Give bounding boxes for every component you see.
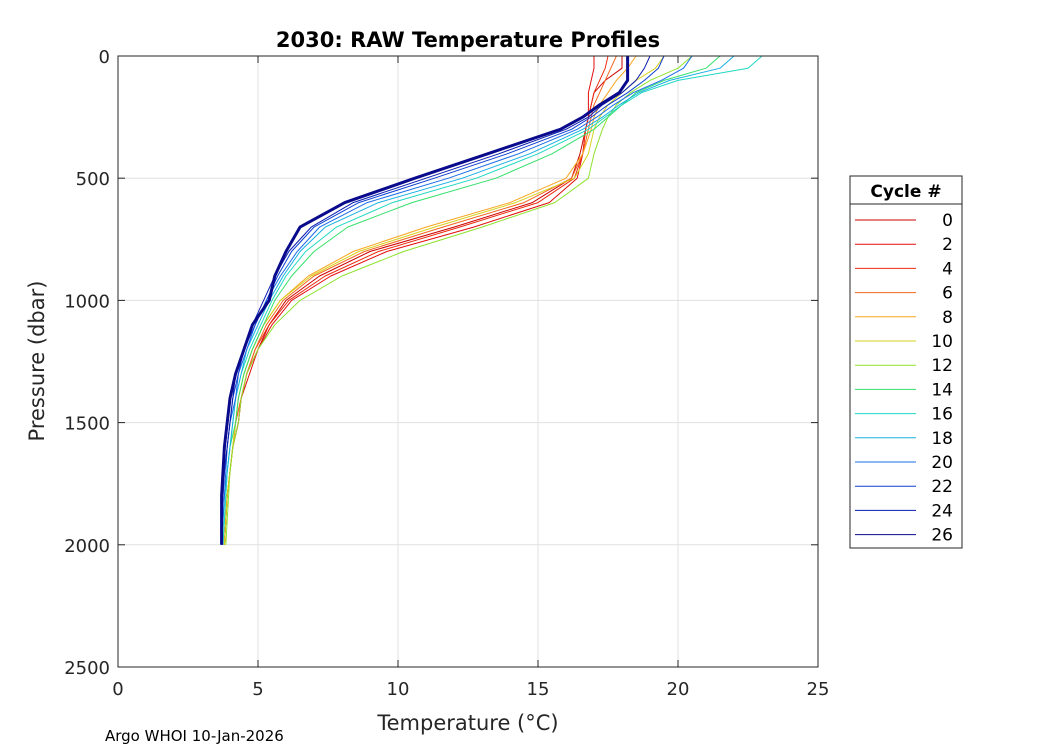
legend-label-cycle-2: 2 bbox=[942, 235, 953, 255]
legend-label-cycle-8: 8 bbox=[942, 308, 953, 328]
y-tick-label: 2000 bbox=[64, 536, 110, 557]
legend-label-cycle-10: 10 bbox=[931, 332, 953, 352]
profile-line-cycle-18 bbox=[221, 55, 735, 545]
legend-label-cycle-14: 14 bbox=[931, 380, 953, 400]
y-tick-label: 1500 bbox=[64, 414, 110, 435]
legend-label-cycle-4: 4 bbox=[942, 259, 953, 279]
legend-label-cycle-24: 24 bbox=[931, 501, 953, 521]
legend-label-cycle-0: 0 bbox=[942, 211, 953, 231]
legend-label-cycle-12: 12 bbox=[931, 356, 953, 376]
chart-title: 2030: RAW Temperature Profiles bbox=[276, 28, 660, 52]
x-tick-label: 5 bbox=[252, 679, 263, 700]
x-tick-label: 0 bbox=[112, 679, 123, 700]
x-axis-label: Temperature (°C) bbox=[376, 711, 558, 735]
plot-area bbox=[220, 55, 763, 545]
y-tick-label: 500 bbox=[76, 169, 110, 190]
x-tick-label: 10 bbox=[387, 679, 410, 700]
y-tick-label: 0 bbox=[99, 47, 110, 68]
footer-credit: Argo WHOI 10-Jan-2026 bbox=[105, 727, 284, 745]
axis-ticks: 0 5 10 15 20 25 0 500 1000 1500 2000 2500 bbox=[64, 47, 829, 700]
y-tick-label: 2500 bbox=[64, 658, 110, 679]
x-axis-label-text: Temperature ( bbox=[376, 711, 525, 735]
legend-label-cycle-20: 20 bbox=[931, 453, 953, 473]
profile-line-cycle-26 bbox=[220, 56, 630, 545]
x-tick-label: 25 bbox=[807, 679, 830, 700]
axes-frame bbox=[117, 55, 819, 668]
x-tick-label: 15 bbox=[527, 679, 550, 700]
legend-label-cycle-26: 26 bbox=[931, 526, 953, 546]
legend-label-cycle-6: 6 bbox=[942, 284, 953, 304]
x-tick-label: 20 bbox=[667, 679, 690, 700]
y-tick-label: 1000 bbox=[64, 291, 110, 312]
y-axis-label: Pressure (dbar) bbox=[25, 281, 49, 442]
legend-label-cycle-18: 18 bbox=[931, 429, 953, 449]
legend-label-cycle-22: 22 bbox=[931, 477, 953, 497]
profile-line-cycle-12 bbox=[225, 55, 693, 545]
grid-lines bbox=[118, 56, 818, 667]
legend-title: Cycle # bbox=[870, 182, 941, 202]
x-axis-label-unit: °C) bbox=[525, 711, 558, 735]
legend-label-cycle-16: 16 bbox=[931, 405, 953, 425]
